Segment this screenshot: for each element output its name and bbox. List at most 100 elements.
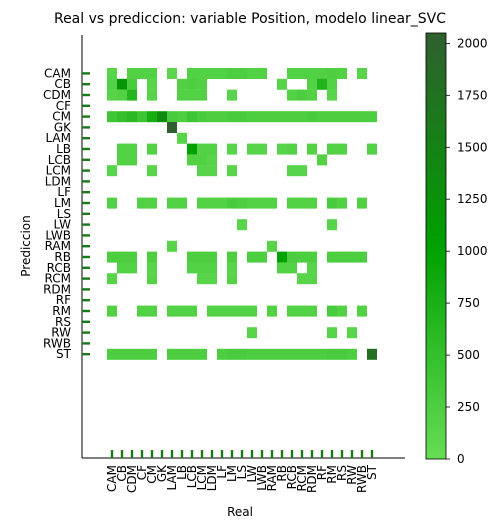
heatmap-cell-CDM-CM	[147, 89, 157, 101]
colorbar-tick-label-0: 0	[457, 452, 465, 466]
heatmap-cell-RCM-LM	[227, 273, 237, 285]
heatmap-cell-CAM-RM	[327, 68, 337, 79]
heatmap-cell-CM-LAM	[167, 111, 177, 123]
colorbar-tick-label-2000: 2000	[457, 36, 488, 50]
heatmap-cell-RCM-CAM	[107, 273, 117, 285]
heatmap-cell-CAM-RDM	[307, 68, 317, 79]
heatmap-cell-LB-LCM	[197, 143, 207, 155]
heatmap-cell-LCM-LDM	[207, 165, 217, 177]
heatmap-cell-RB-RCB	[287, 251, 297, 263]
heatmap-cell-LM-CM	[147, 197, 157, 209]
heatmap-cell-LM-RCM	[297, 197, 307, 209]
heatmap-cell-ST-LS	[237, 348, 247, 360]
x-tick-label-RS: RS	[335, 465, 349, 481]
x-tick-RCB	[290, 450, 294, 458]
heatmap-cell-CB-RF	[317, 78, 327, 90]
heatmap-cell-CAM-LCM	[197, 68, 207, 79]
heatmap-cell-LB-CB	[117, 143, 127, 155]
x-tick-label-LDM: LDM	[205, 465, 219, 491]
x-tick-LDM	[210, 450, 214, 458]
y-tick-LCM	[82, 169, 90, 172]
y-tick-LF	[82, 191, 90, 194]
heatmap-cell-RB-LM	[227, 251, 237, 263]
heatmap-cell-CAM-LWB	[257, 68, 267, 79]
y-tick-LDM	[82, 180, 90, 183]
heatmap-cell-RM-LDM	[207, 305, 217, 317]
heatmap-cell-CAM-CAM	[107, 68, 117, 79]
heatmap-cell-LM-LW	[247, 197, 257, 209]
y-tick-RM	[82, 309, 90, 313]
y-tick-label-CM: CM	[52, 110, 71, 124]
y-tick-LW	[82, 223, 90, 226]
heatmap-cell-LM-RS	[337, 197, 347, 209]
heatmap-cell-LM-LDM	[207, 197, 217, 209]
heatmap-cell-LM-LB	[177, 197, 187, 209]
heatmap-cell-RM-RDM	[307, 305, 317, 317]
y-tick-RDM	[82, 288, 90, 291]
colorbar-tick-label-1750: 1750	[457, 88, 488, 102]
heatmap-cell-LB-LW	[247, 143, 257, 155]
heatmap-cell-RCB-RB	[277, 262, 287, 274]
heatmap-cell-CDM-RCB	[287, 89, 297, 101]
heatmap-cell-RB-LCB	[187, 251, 197, 263]
heatmap-cell-RCB-LCB	[187, 262, 197, 274]
heatmap-cell-CB-CAM	[107, 78, 117, 90]
heatmap-cell-CM-RS	[337, 111, 347, 123]
heatmap-cell-RM-RCB	[287, 305, 297, 317]
heatmap-cell-LB-LWB	[257, 143, 267, 155]
heatmap-cell-CAM-RWB	[357, 68, 367, 79]
heatmap-cell-RCM-CM	[147, 273, 157, 285]
y-tick-RCM	[82, 277, 90, 280]
y-axis-ticks: CAMCBCDMCFCMGKLAMLBLCBLCMLDMLFLMLSLWLWBR…	[43, 66, 90, 361]
y-tick-CAM	[82, 72, 90, 75]
y-tick-label-LCB: LCB	[48, 153, 71, 167]
y-tick-label-RCM: RCM	[45, 272, 71, 286]
heatmap-cell-LCB-CB	[117, 154, 127, 166]
x-tick-CF	[140, 450, 144, 458]
heatmap-cell-LM-LAM	[167, 197, 177, 209]
heatmap-cell-ST-ST	[367, 348, 377, 360]
x-tick-LM	[230, 450, 234, 458]
y-tick-CF	[82, 104, 90, 107]
heatmap-cell-RB-CM	[147, 251, 157, 263]
y-tick-label-LWB: LWB	[45, 228, 71, 242]
heatmap-cell-RCM-RDM	[307, 273, 317, 285]
heatmap-cell-RAM-RAM	[267, 240, 277, 252]
heatmap-cell-CM-RDM	[307, 111, 317, 123]
heatmap-cell-CM-RWB	[357, 111, 367, 123]
heatmap-cell-ST-RAM	[267, 348, 277, 360]
y-tick-LAM	[82, 137, 90, 140]
x-tick-label-RWB: RWB	[355, 465, 369, 493]
heatmap-cell-LB-LCB	[187, 143, 197, 155]
x-tick-LB	[180, 450, 184, 458]
y-tick-label-RW: RW	[51, 326, 71, 340]
x-axis-ticks: CAMCBCDMCFCMGKLAMLBLCBLCMLDMLFLMLSLWLWBR…	[105, 450, 379, 493]
heatmap-cell-CAM-LF	[217, 68, 227, 79]
heatmap-cell-LCM-LCM	[197, 165, 207, 177]
heatmap-cell-RB-RDM	[307, 251, 317, 263]
heatmap-cell-CM-LCM	[197, 111, 207, 123]
heatmap-cell-RB-LDM	[207, 251, 217, 263]
heatmap-cell-ST-CM	[147, 348, 157, 360]
y-tick-RCB	[82, 266, 90, 269]
heatmap-cell-CM-ST	[367, 111, 377, 123]
y-tick-ST	[82, 353, 90, 356]
x-tick-label-CB: CB	[115, 465, 129, 482]
heatmap-cell-RCB-LCM	[197, 262, 207, 274]
heatmap-cell-LCB-LCM	[197, 154, 207, 166]
y-tick-label-GK: GK	[54, 120, 72, 134]
heatmap-cell-CB-LCM	[197, 78, 207, 90]
x-tick-label-LWB: LWB	[255, 465, 269, 491]
heatmap-cell-CDM-CDM	[127, 89, 137, 101]
heatmap-cell-CAM-LW	[247, 68, 257, 79]
heatmap-cell-CAM-LDM	[207, 68, 217, 79]
heatmap-cell-LM-LF	[217, 197, 227, 209]
heatmap-cell-RCM-RCM	[297, 273, 307, 285]
heatmap-cell-LM-RM	[327, 197, 337, 209]
x-tick-label-RCM: RCM	[295, 465, 309, 491]
y-tick-label-LW: LW	[54, 218, 72, 232]
colorbar-ticks: 0 250 500 750 1000 1250 1500 1750 2000	[446, 36, 488, 466]
heatmap-cell-RB-LWB	[257, 251, 267, 263]
y-axis-label: Prediccion	[19, 215, 33, 277]
y-tick-CM	[82, 115, 90, 118]
